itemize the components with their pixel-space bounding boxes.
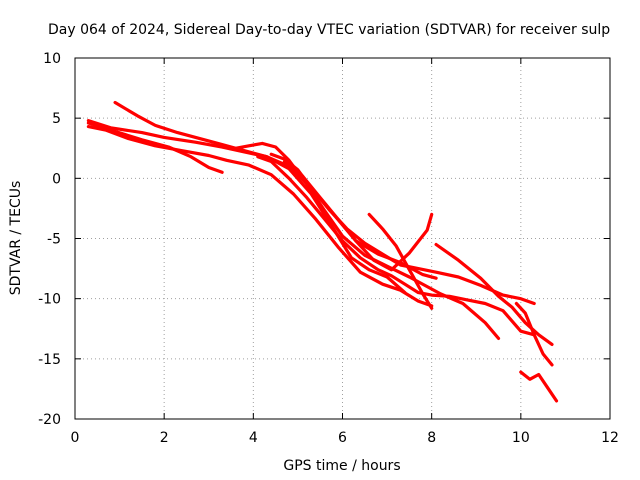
series-line-track-5 [233, 141, 501, 340]
x-tick-label: 6 [338, 430, 347, 446]
y-tick-label: -20 [38, 412, 61, 428]
y-tick-label: -15 [38, 352, 61, 368]
y-tick-label: -10 [38, 292, 61, 308]
chart-title: Day 064 of 2024, Sidereal Day-to-day VTE… [48, 22, 610, 38]
series-line-track-4 [86, 121, 224, 174]
series-line-track-12 [519, 370, 559, 403]
series-line-track-6 [256, 155, 536, 337]
y-tick-label: 0 [52, 171, 61, 187]
series-line-track-11 [514, 301, 554, 367]
series-layer [86, 100, 559, 403]
x-tick-label: 10 [512, 430, 530, 446]
y-tick-label: 10 [43, 51, 61, 67]
series-line-track-8 [282, 159, 434, 272]
y-tick-label: -5 [47, 232, 61, 248]
y-axis-label: SDTVAR / TECUs [8, 181, 24, 296]
series-line-track-9 [367, 212, 434, 310]
plot-frame [74, 57, 611, 420]
series-line-track-2 [113, 100, 407, 295]
axis-ticks: 0 2 4 6 8 10 12 10 5 0 -5 -10 -15 -20 [38, 51, 619, 446]
x-tick-label: 4 [249, 430, 258, 446]
x-tick-label: 2 [160, 430, 169, 446]
x-axis-label: GPS time / hours [283, 458, 400, 474]
x-tick-label: 12 [601, 430, 619, 446]
x-tick-label: 0 [71, 430, 80, 446]
y-tick-label: 5 [52, 111, 61, 127]
x-tick-label: 8 [427, 430, 436, 446]
series-line-track-10 [434, 242, 554, 346]
series-line-track-3 [86, 124, 434, 308]
